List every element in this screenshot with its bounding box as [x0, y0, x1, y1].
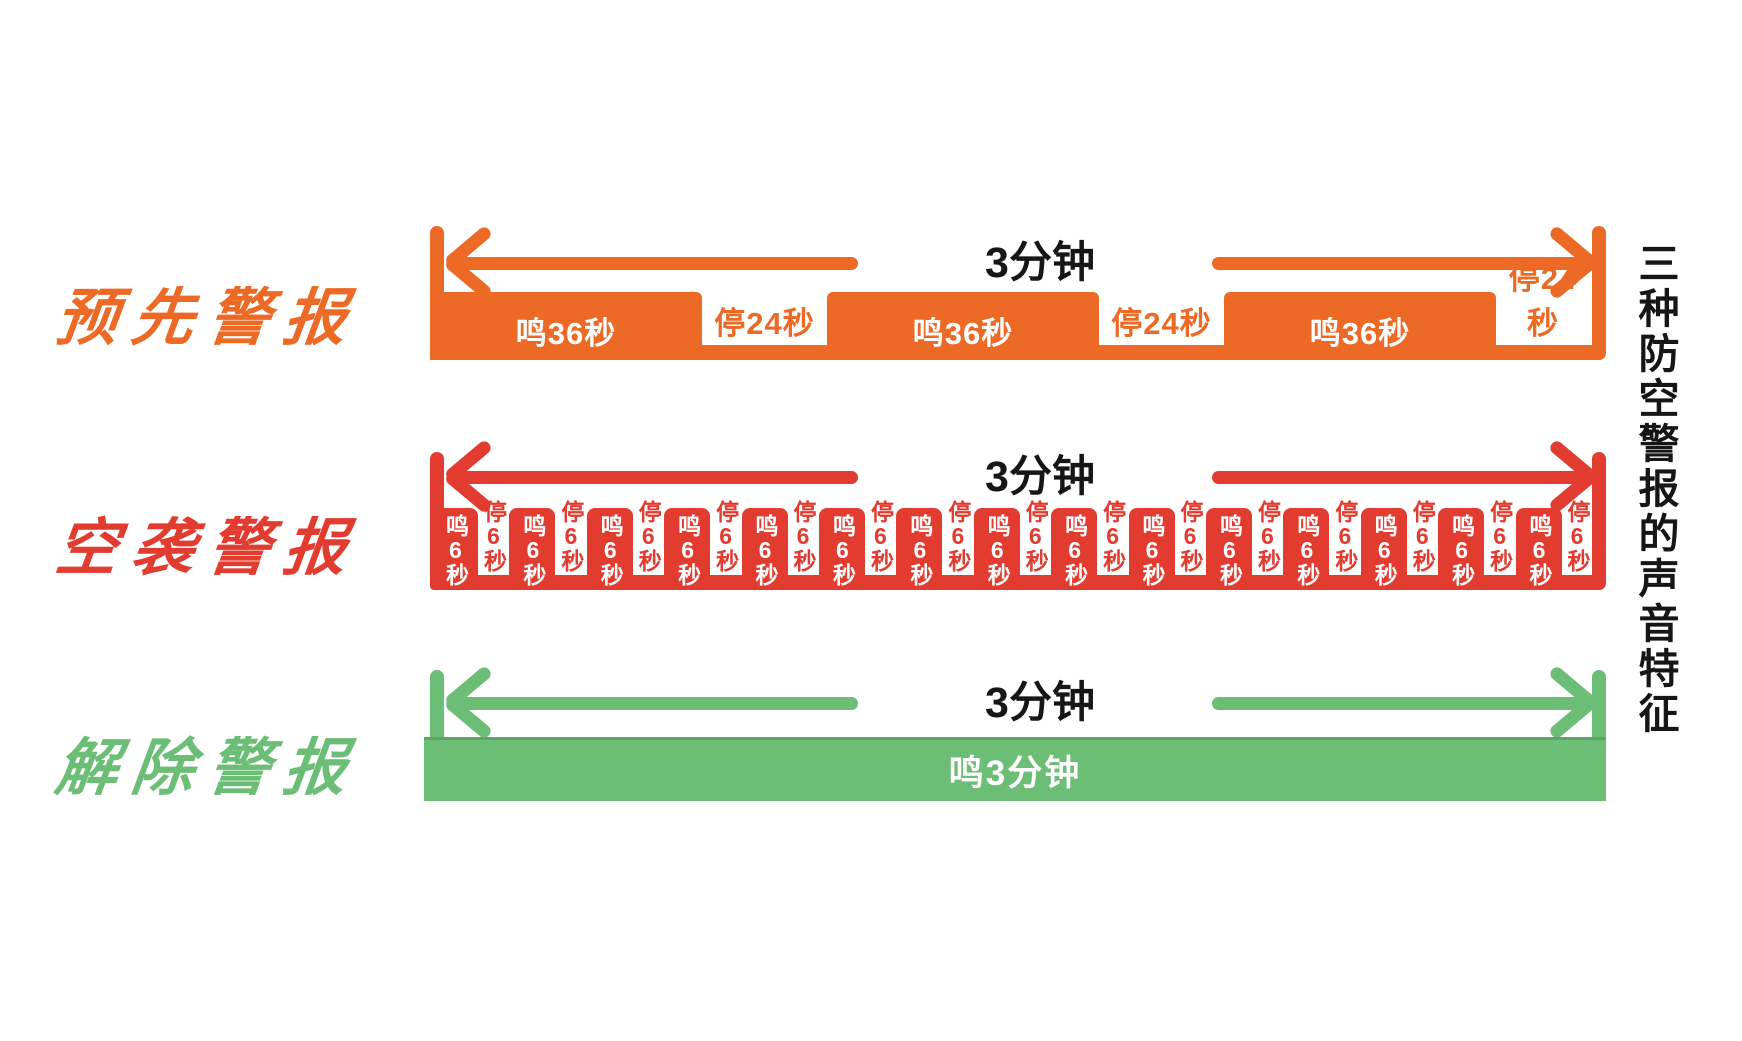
- sound-segment: 鸣36秒: [430, 292, 702, 360]
- right-arrowhead-icon: [1537, 448, 1595, 506]
- pre-alarm-arrow-line-right: [1212, 257, 1584, 270]
- pre-alarm-waveform: 鸣36秒 停24秒 鸣36秒 停24秒 鸣36秒 停24秒: [430, 261, 1604, 360]
- sound-segment-label: 鸣36秒: [912, 315, 1014, 351]
- air-raid-span-end-bar: [1592, 452, 1606, 590]
- pre-alarm-span-start-bar: [430, 226, 444, 360]
- sound-segment: [664, 508, 711, 590]
- left-arrowhead-icon: [446, 234, 504, 292]
- sound-segment: 鸣36秒: [827, 292, 1099, 360]
- all-clear-span-start-bar: [430, 670, 444, 801]
- sound-segment-label: 鸣6秒: [1371, 514, 1398, 586]
- pause-gap-label: 停6秒: [635, 500, 662, 572]
- sound-segment-label: 鸣6秒: [752, 514, 779, 586]
- air-raid-waveform: 鸣6秒 停6秒 鸣6秒 停6秒 鸣6秒 停6秒 鸣6秒 停6秒 鸣6秒 停6秒 鸣6秒 停6秒 鸣6秒停…: [430, 498, 1604, 590]
- left-arrowhead-icon: [446, 448, 504, 506]
- all-clear-title: 解除警报: [51, 734, 365, 803]
- pause-gap-label: 停6秒: [1331, 500, 1358, 572]
- sound-segment: [1360, 508, 1407, 590]
- sound-segment: [1515, 508, 1562, 590]
- pre-alarm-duration-label: 3分钟: [985, 239, 1095, 287]
- sound-segment: [973, 508, 1020, 590]
- sound-segment-label: 鸣36秒: [515, 315, 617, 351]
- pause-gap-label: 停6秒: [1409, 500, 1436, 572]
- air-raid-wave-baseline: [430, 575, 1604, 590]
- sound-segment-label: 鸣6秒: [442, 514, 469, 586]
- sound-segment-label: 鸣36秒: [1309, 315, 1411, 351]
- sound-segment-label: 鸣6秒: [597, 514, 624, 586]
- pause-gap-label: 停24秒: [714, 306, 815, 341]
- sound-segment-label: 鸣6秒: [1526, 514, 1553, 586]
- pause-gap-label: 停6秒: [1099, 500, 1126, 572]
- pause-gap-label: 停6秒: [1254, 500, 1281, 572]
- sound-segment: [509, 508, 556, 590]
- sound-segment: [896, 508, 943, 590]
- sound-segment: 鸣36秒: [1224, 292, 1496, 360]
- pause-gap-label: 停6秒: [1177, 500, 1204, 572]
- right-arrowhead-icon: [1537, 674, 1595, 732]
- pre-alarm-title: 预先警报: [51, 284, 365, 353]
- pause-gap-label: 停6秒: [712, 500, 739, 572]
- pause-gap-label: 停6秒: [867, 500, 894, 572]
- all-clear-sound-label: 鸣3分钟: [948, 754, 1082, 793]
- sound-segment-label: 鸣6秒: [1448, 514, 1475, 586]
- all-clear-duration-label: 3分钟: [985, 679, 1095, 727]
- all-clear-continuous-bar: 鸣3分钟: [424, 737, 1606, 801]
- sound-segment-label: 鸣6秒: [519, 514, 546, 586]
- sound-segment: [819, 508, 865, 590]
- sound-segment-label: 鸣6秒: [1139, 514, 1166, 586]
- sound-segment-label: 鸣6秒: [829, 514, 856, 586]
- sound-segment: [432, 508, 478, 590]
- sound-segment: [1206, 508, 1252, 590]
- pause-gap-label: 停6秒: [1486, 500, 1513, 572]
- pause-gap-label: 停6秒: [790, 500, 817, 572]
- sound-segment: [1051, 508, 1098, 590]
- pause-gap-label: 停6秒: [480, 500, 507, 572]
- sound-segment-label: 鸣6秒: [1293, 514, 1320, 586]
- sound-segment-label: 鸣6秒: [1061, 514, 1088, 586]
- sound-segment: [1283, 508, 1330, 590]
- air-raid-arrow-line-right: [1212, 471, 1584, 484]
- sound-segment-label: 鸣6秒: [1216, 514, 1243, 586]
- left-arrowhead-icon: [446, 674, 504, 732]
- pre-alarm-arrow-line-left: [452, 257, 858, 270]
- pre-alarm-wave-baseline: [430, 345, 1604, 360]
- all-clear-arrow-line-right: [1212, 697, 1584, 710]
- sound-segment: [1128, 508, 1175, 590]
- pre-alarm-span-end-bar: [1592, 226, 1606, 360]
- sound-segment-label: 鸣6秒: [906, 514, 933, 586]
- sound-segment: [1438, 508, 1485, 590]
- right-arrowhead-icon: [1537, 234, 1595, 292]
- pause-gap-label: 停24秒: [1111, 306, 1212, 341]
- air-raid-alarm-title: 空袭警报: [51, 514, 365, 583]
- pause-gap-label: 停6秒: [944, 500, 971, 572]
- page-title-vertical: 三种防空警报的声音特征: [1632, 242, 1678, 737]
- pause-gap-label: 停6秒: [1022, 500, 1049, 572]
- air-raid-arrow-line-left: [452, 471, 858, 484]
- sound-segment: [586, 508, 633, 590]
- sound-segment-label: 鸣6秒: [674, 514, 701, 586]
- pause-gap-label: 停6秒: [1564, 500, 1591, 572]
- pause-gap-label: 停6秒: [557, 500, 584, 572]
- all-clear-arrow-line-left: [452, 697, 858, 710]
- sound-segment: [741, 508, 788, 590]
- sound-segment-label: 鸣6秒: [984, 514, 1011, 586]
- air-raid-duration-label: 3分钟: [985, 453, 1095, 501]
- air-raid-span-start-bar: [430, 452, 444, 590]
- pause-gap-label: 停24秒: [1508, 261, 1578, 341]
- all-clear-span-end-bar: [1592, 670, 1606, 801]
